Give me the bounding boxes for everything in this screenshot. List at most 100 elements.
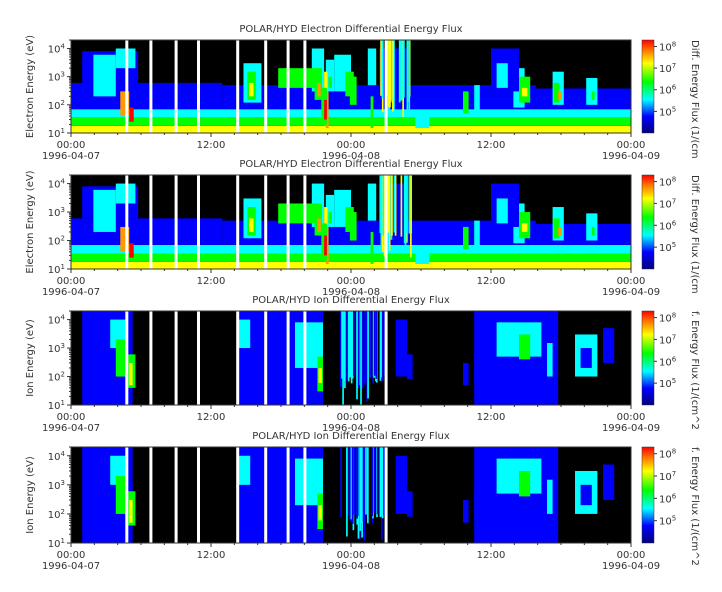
spectrogram-cell <box>415 111 430 129</box>
spectrogram-cell <box>372 311 375 377</box>
colorbar-label: Diff. Energy Flux (1/(cm <box>689 40 700 159</box>
spectrogram-cell <box>519 334 531 360</box>
colorbar-tick-label: 105 <box>659 105 676 118</box>
data-gap <box>264 447 268 543</box>
spectrogram-cell <box>580 484 592 506</box>
spectrogram-cell <box>364 311 366 385</box>
spectrogram-cell <box>367 447 369 524</box>
spectrogram-cell <box>129 362 133 386</box>
spectrogram-cell <box>120 226 130 252</box>
spectrogram-cell <box>71 117 631 126</box>
y-tick-label: 104 <box>48 314 66 327</box>
spectrogram-cell <box>349 212 357 241</box>
data-gap <box>236 447 240 543</box>
spectrogram-cell <box>407 354 413 380</box>
x-tick-date-label: 1996-04-09 <box>602 423 660 434</box>
data-gap <box>236 311 240 405</box>
spectrogram-cell <box>71 244 631 254</box>
y-tick-label: 103 <box>48 342 65 355</box>
spectrogram-cell <box>318 367 322 383</box>
spectrogram-cell <box>401 40 403 100</box>
spectrogram-cell <box>318 505 322 521</box>
data-gap <box>264 175 268 269</box>
y-tick-label: 103 <box>48 71 65 84</box>
x-tick-label: 12:00 <box>477 276 506 287</box>
spectrogram-cell <box>370 231 374 264</box>
spectrogram-cell <box>404 175 407 246</box>
spectrogram-cell <box>325 59 335 92</box>
spectrogram-cell <box>371 447 374 517</box>
spectrogram-cell <box>463 500 469 523</box>
spectrogram-cell <box>342 311 344 379</box>
colorbar <box>641 446 655 544</box>
spectrogram-cell <box>115 339 127 377</box>
colorbar-label: f. Energy Flux (1/(cm^2 <box>689 311 700 430</box>
spectrogram-cell <box>553 82 560 103</box>
x-tick-date-label: 1996-04-07 <box>42 423 100 434</box>
spectrogram-cell <box>93 189 116 232</box>
spectrogram-cell <box>496 198 508 224</box>
spectrogram-cell <box>519 470 531 497</box>
colorbar <box>641 310 655 406</box>
spectrogram-cell <box>129 243 134 258</box>
spectrogram-cell <box>521 87 528 97</box>
y-tick-label: 102 <box>48 371 65 384</box>
spectrogram-cell <box>558 91 562 100</box>
spectrogram-cell <box>325 91 329 129</box>
spectrogram-cell <box>340 447 342 517</box>
colorbar-tick-label: 107 <box>659 470 676 483</box>
spectrogram-cell <box>388 40 390 108</box>
spectrogram-cell <box>580 348 592 368</box>
colorbar-tick-label: 108 <box>659 312 676 325</box>
data-gap <box>264 311 268 405</box>
spectrogram-cell <box>340 311 342 388</box>
spectrogram-cell <box>603 328 615 363</box>
x-tick-date-label: 1996-04-09 <box>602 287 660 298</box>
x-tick-date-label: 1996-04-09 <box>602 561 660 572</box>
data-gap <box>303 175 307 269</box>
data-gap <box>174 447 178 543</box>
colorbar-tick-label: 106 <box>659 492 677 505</box>
colorbar-tick-label: 105 <box>659 241 676 254</box>
colorbar-label: f. Energy Flux (1/(cm^2 <box>689 447 700 566</box>
spectrogram-cell <box>535 88 631 110</box>
spectrogram-cell <box>392 40 394 111</box>
x-tick-date-label: 1996-04-07 <box>42 287 100 298</box>
data-gap <box>149 311 153 405</box>
data-gap <box>303 447 307 543</box>
spectrogram-cell <box>341 311 343 379</box>
spectrogram-cell <box>367 183 377 221</box>
spectrogram-cell <box>249 82 254 97</box>
spectrogram-cell <box>376 447 379 515</box>
x-tick-date-label: 1996-04-07 <box>42 151 100 162</box>
data-gap <box>264 40 268 133</box>
spectrogram-cell <box>370 96 374 129</box>
spectrogram-cell <box>71 109 631 118</box>
colorbar-tick-label: 107 <box>659 333 676 346</box>
data-gap <box>384 311 388 405</box>
spectrogram-cell <box>463 91 469 114</box>
spectrogram-cell <box>394 175 397 236</box>
spectrogram-cell <box>344 311 346 382</box>
spectrogram-cell <box>391 175 393 236</box>
spectrogram-cell <box>71 253 631 262</box>
spectrogram-cell <box>383 175 386 257</box>
x-tick-label: 00:00 <box>617 412 646 423</box>
spectrogram-cell <box>360 447 363 524</box>
x-tick-label: 00:00 <box>57 140 86 151</box>
spectrogram-cell <box>249 218 254 232</box>
data-gap <box>286 40 290 133</box>
spectrogram-cell <box>375 311 378 379</box>
data-gap <box>125 40 129 133</box>
spectrogram-cell <box>382 311 384 382</box>
x-tick-date-label: 1996-04-09 <box>602 151 660 162</box>
colorbar <box>641 174 655 270</box>
spectrogram-cell <box>380 311 382 378</box>
data-gap <box>149 447 153 543</box>
x-tick-label: 00:00 <box>617 550 646 561</box>
spectrogram-cell <box>324 235 327 256</box>
spectrogram-cell <box>380 40 383 96</box>
spectrogram-cell <box>379 447 382 517</box>
spectrogram-cell <box>365 447 367 515</box>
y-tick-label: 102 <box>48 235 65 248</box>
